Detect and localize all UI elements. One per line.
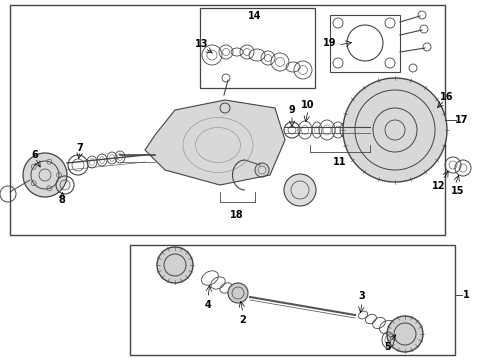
Text: 17: 17 [455, 115, 469, 125]
Bar [330, 15, 400, 72]
Text: 15: 15 [451, 186, 465, 196]
Circle shape [228, 283, 248, 303]
Text: 4: 4 [205, 300, 211, 310]
Bar [200, 8, 315, 88]
Text: 13: 13 [195, 39, 209, 49]
Circle shape [343, 78, 447, 182]
Text: 8: 8 [59, 195, 66, 205]
Polygon shape [145, 100, 285, 185]
Text: 12: 12 [432, 181, 446, 191]
Text: 6: 6 [32, 150, 38, 160]
Text: 10: 10 [301, 100, 315, 110]
Circle shape [387, 316, 423, 352]
Text: 7: 7 [76, 143, 83, 153]
Text: 2: 2 [240, 315, 246, 325]
Text: 11: 11 [333, 157, 347, 167]
Bar [10, 5, 445, 235]
Text: 16: 16 [440, 92, 454, 102]
Text: 14: 14 [248, 11, 262, 21]
Text: 5: 5 [385, 342, 392, 352]
Circle shape [284, 174, 316, 206]
Circle shape [23, 153, 67, 197]
Text: 9: 9 [289, 105, 295, 115]
Text: 19: 19 [323, 38, 337, 48]
Text: 3: 3 [359, 291, 366, 301]
Circle shape [157, 247, 193, 283]
Bar [130, 245, 455, 355]
Text: 18: 18 [230, 210, 244, 220]
Text: 1: 1 [463, 290, 469, 300]
